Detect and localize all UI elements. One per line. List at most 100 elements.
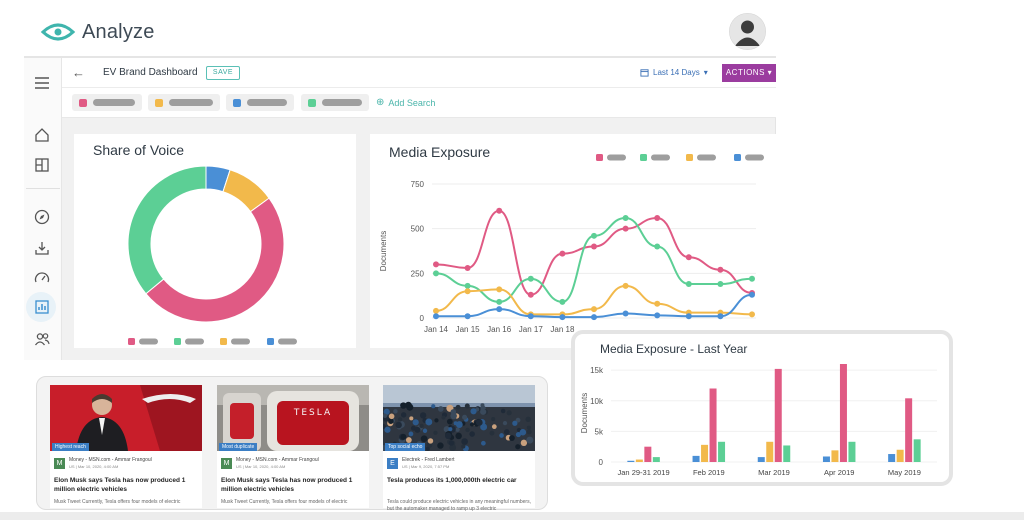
data-point[interactable] <box>591 232 597 239</box>
donut-slice[interactable] <box>145 197 285 323</box>
donut-slice[interactable] <box>127 165 207 295</box>
bar[interactable] <box>644 446 652 462</box>
data-point[interactable] <box>717 313 724 320</box>
search-chip[interactable] <box>148 94 220 111</box>
x-tick-label: Jan 18 <box>550 325 575 334</box>
data-point[interactable] <box>496 298 503 305</box>
bar[interactable] <box>888 454 896 462</box>
bar[interactable] <box>718 441 726 462</box>
series-line[interactable] <box>436 293 753 319</box>
gauge-icon[interactable] <box>33 269 51 287</box>
search-chip[interactable] <box>301 94 369 111</box>
data-point[interactable] <box>622 225 629 232</box>
data-point[interactable] <box>559 314 566 321</box>
news-source[interactable]: Money - MSN.com - Ammar Frangoul <box>236 457 319 463</box>
data-point[interactable] <box>433 307 439 314</box>
x-tick-label: Jan 14 <box>424 325 449 334</box>
data-point[interactable] <box>654 214 661 221</box>
compass-icon[interactable] <box>33 208 51 226</box>
bar[interactable] <box>783 445 791 462</box>
data-point[interactable] <box>433 313 439 320</box>
bar[interactable] <box>848 441 856 462</box>
data-point[interactable] <box>749 311 755 318</box>
data-point[interactable] <box>654 243 661 250</box>
data-point[interactable] <box>433 270 439 277</box>
series-line[interactable] <box>435 209 753 296</box>
bar[interactable] <box>905 398 913 462</box>
download-icon[interactable] <box>33 239 51 257</box>
media-exposure-line-chart[interactable]: 0 250 500 750 Documents Jan 14 Jan 15 Jan 16 Jan… <box>370 172 776 348</box>
data-point[interactable] <box>464 282 471 289</box>
bar[interactable] <box>652 457 660 462</box>
add-search-link[interactable]: ⊕ Add Search <box>376 97 436 108</box>
news-card[interactable]: Highest reach M Money - MSN.com - Ammar … <box>50 385 202 508</box>
bar[interactable] <box>822 456 830 462</box>
data-point[interactable] <box>464 313 471 320</box>
data-point[interactable] <box>527 275 534 282</box>
media-exposure-bar-chart[interactable]: 0 5k 10k 15k Documents Jan 29-31 2019 Feb 2019… <box>575 356 949 482</box>
app-logo[interactable]: Analyze <box>40 16 155 48</box>
home-icon[interactable] <box>33 126 51 144</box>
sidebar-divider <box>26 188 60 189</box>
bar[interactable] <box>774 368 782 462</box>
arrow-left-icon[interactable]: ← <box>72 65 85 80</box>
actions-button[interactable]: ACTIONS ▾ <box>722 64 776 82</box>
news-headline[interactable]: Elon Musk says Tesla has now produced 1 … <box>54 477 186 493</box>
data-point[interactable] <box>749 275 755 282</box>
data-point[interactable] <box>464 288 471 295</box>
bar[interactable] <box>701 444 709 462</box>
bar[interactable] <box>913 439 921 462</box>
data-point[interactable] <box>559 298 566 305</box>
search-chip[interactable] <box>226 94 294 111</box>
analytics-icon[interactable] <box>33 298 51 316</box>
data-point[interactable] <box>654 312 661 319</box>
data-point[interactable] <box>496 306 503 313</box>
news-date: US | Mar 9, 2020, 7:57 PM <box>402 464 450 469</box>
save-button[interactable]: SAVE <box>206 66 240 80</box>
data-point[interactable] <box>591 306 597 313</box>
news-card[interactable]: TESLA Most duplicate M Money - MSN.com -… <box>217 385 369 508</box>
news-source[interactable]: Electrek - Fred Lambert <box>402 457 455 463</box>
data-point[interactable] <box>622 214 629 221</box>
date-range-selector[interactable]: Last 14 Days ▾ <box>640 68 708 77</box>
bar[interactable] <box>831 450 839 462</box>
data-point[interactable] <box>496 207 503 214</box>
dashboard-icon[interactable] <box>33 156 51 174</box>
data-point[interactable] <box>685 254 692 261</box>
data-point[interactable] <box>717 266 724 273</box>
data-point[interactable] <box>433 261 439 268</box>
data-point[interactable] <box>527 313 534 320</box>
news-source[interactable]: Money - MSN.com - Ammar Frangoul <box>69 457 152 463</box>
data-point[interactable] <box>464 264 471 271</box>
data-point[interactable] <box>591 243 597 250</box>
bar[interactable] <box>709 388 717 463</box>
data-point[interactable] <box>622 310 629 317</box>
data-point[interactable] <box>749 291 755 298</box>
news-headline[interactable]: Tesla produces its 1,000,000th electric … <box>387 477 517 484</box>
bar[interactable] <box>757 457 765 462</box>
data-point[interactable] <box>622 282 629 289</box>
bar[interactable] <box>896 449 904 462</box>
bar[interactable] <box>692 455 700 462</box>
bar[interactable] <box>627 460 635 462</box>
share-of-voice-donut[interactable] <box>126 164 286 324</box>
news-headline[interactable]: Elon Musk says Tesla has now produced 1 … <box>221 477 353 493</box>
bar[interactable] <box>839 364 847 462</box>
data-point[interactable] <box>591 314 597 321</box>
data-point[interactable] <box>717 281 724 288</box>
data-point[interactable] <box>496 286 503 293</box>
data-point[interactable] <box>527 291 534 298</box>
news-card[interactable]: Top social echo E Electrek - Fred Lamber… <box>383 385 535 512</box>
menu-icon[interactable] <box>33 74 51 92</box>
search-chip[interactable] <box>72 94 142 111</box>
data-point[interactable] <box>654 300 661 307</box>
people-icon[interactable] <box>33 330 51 348</box>
crowd-figure <box>422 428 428 433</box>
data-point[interactable] <box>685 281 692 288</box>
bar[interactable] <box>635 459 643 462</box>
data-point[interactable] <box>685 313 692 320</box>
crowd-figure <box>448 440 455 446</box>
bar[interactable] <box>766 441 774 462</box>
user-avatar-icon[interactable] <box>729 13 766 50</box>
data-point[interactable] <box>559 250 566 257</box>
